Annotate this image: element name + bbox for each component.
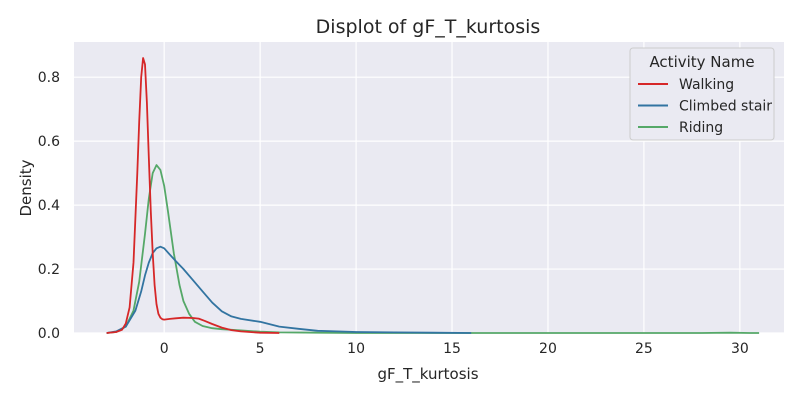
y-tick-label: 0.6 [38, 134, 60, 150]
series-line-walking [106, 57, 280, 334]
y-axis: 0.0 0.2 0.4 0.6 0.8 [38, 70, 60, 342]
legend-title: Activity Name [649, 53, 754, 71]
x-tick-label: 15 [443, 341, 461, 357]
y-tick-label: 0.8 [38, 70, 60, 86]
x-tick-label: 30 [731, 341, 749, 357]
x-tick-label: 5 [256, 341, 265, 357]
legend-label: Walking [679, 77, 734, 93]
x-tick-label: 10 [347, 341, 365, 357]
series-layer [106, 57, 760, 334]
legend: Activity Name Walking Climbed stair Riding [629, 47, 775, 141]
y-tick-label: 0.4 [38, 198, 60, 214]
legend-box [629, 47, 775, 141]
legend-label: Climbed stair [679, 99, 772, 115]
chart-title: Displot of gF_T_kurtosis [316, 16, 541, 38]
y-axis-label: Density [17, 159, 35, 216]
x-axis: 0 5 10 15 20 25 30 [160, 341, 749, 357]
series-line-climbed-stair [106, 245, 472, 334]
legend-items: Walking Climbed stair Riding [638, 77, 772, 136]
grid [74, 42, 784, 334]
x-tick-label: 25 [635, 341, 653, 357]
y-tick-label: 0.0 [38, 326, 60, 342]
x-axis-label: gF_T_kurtosis [377, 365, 478, 384]
x-tick-label: 20 [539, 341, 557, 357]
y-tick-label: 0.2 [38, 262, 60, 278]
x-tick-label: 0 [160, 341, 169, 357]
legend-label: Riding [679, 120, 723, 136]
